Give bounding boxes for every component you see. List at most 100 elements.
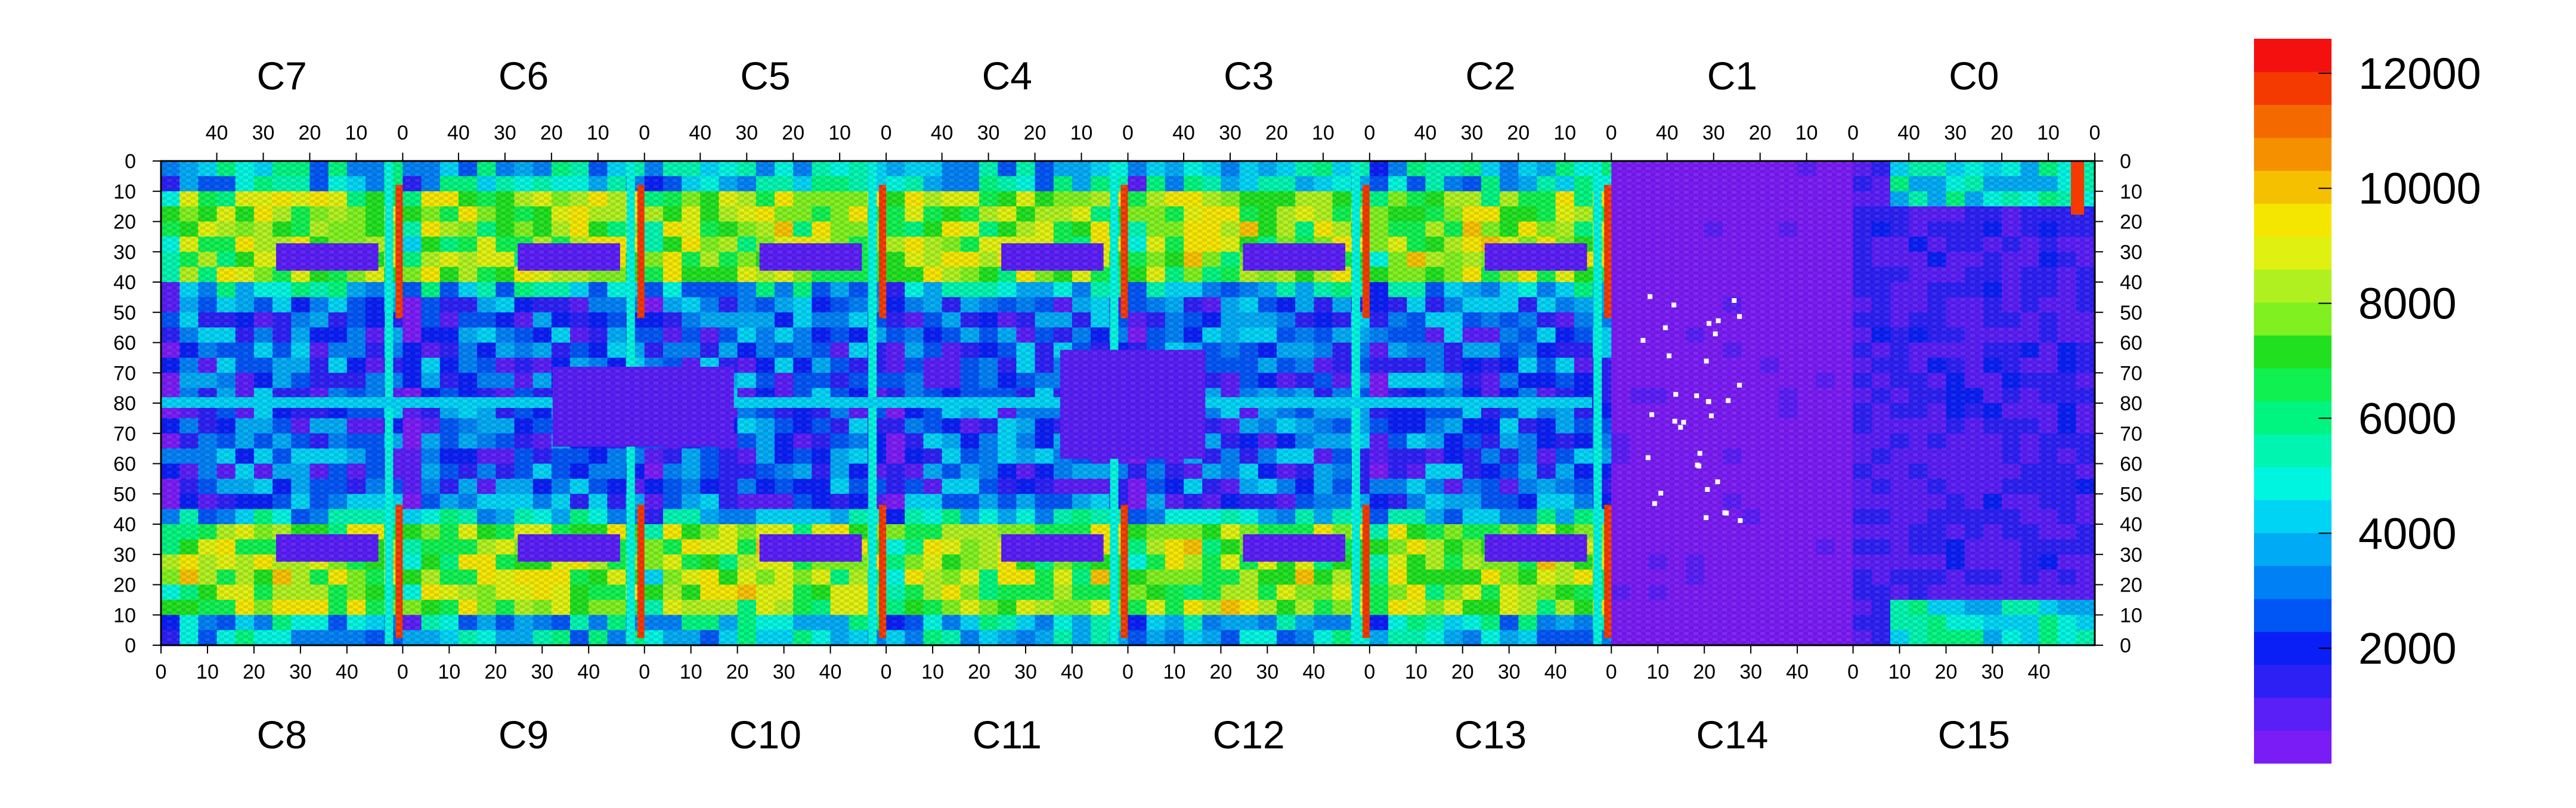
top-tick-label: 10 <box>1312 122 1335 144</box>
colorbar-segment <box>2254 236 2332 270</box>
bottom-tick-label: 30 <box>289 661 312 683</box>
top-tick-label: 30 <box>1702 122 1725 144</box>
colorbar-segment <box>2254 565 2332 599</box>
left-y-tick-label: 40 <box>113 513 136 536</box>
dead-pixel <box>1673 392 1679 397</box>
bottom-tick-label: 0 <box>1606 661 1617 683</box>
top-tick-label: 30 <box>1219 122 1241 144</box>
left-y-tick-label: 10 <box>113 604 136 627</box>
bottom-tick-label: 10 <box>921 661 944 683</box>
left-y-tick-label: 20 <box>113 211 136 234</box>
bottom-tick-label: 30 <box>531 661 553 683</box>
dead-pixel <box>1708 413 1714 419</box>
right-y-tick-label: 60 <box>2120 332 2142 355</box>
bottom-tick-label: 10 <box>1163 661 1186 683</box>
dead-pixel <box>1667 353 1672 358</box>
top-tick-label: 0 <box>881 122 892 144</box>
colorbar-tick-label: 8000 <box>2358 279 2457 329</box>
dead-pixel <box>1648 294 1653 299</box>
top-tick-label: 30 <box>252 122 275 144</box>
bottom-tick-label: 40 <box>819 661 842 683</box>
bottom-tick-label: 20 <box>968 661 990 683</box>
dead-pixel <box>1713 331 1718 336</box>
top-chip-label: C3 <box>1224 54 1274 98</box>
bottom-tick-label: 10 <box>438 661 460 683</box>
bottom-tick-label: 20 <box>1693 661 1716 683</box>
right-y-tick-label: 70 <box>2120 423 2142 445</box>
colorbar-segment <box>2254 434 2332 468</box>
left-y-tick-label: 60 <box>113 453 136 476</box>
bottom-tick-label: 10 <box>1405 661 1428 683</box>
right-y-tick-label: 70 <box>2120 362 2142 385</box>
colorbar-segment <box>2254 269 2332 303</box>
dead-pixel <box>1695 462 1700 468</box>
bottom-tick-label: 40 <box>1302 661 1325 683</box>
right-y-tick-label: 20 <box>2120 574 2142 597</box>
top-tick-label: 10 <box>2037 122 2060 144</box>
bottom-tick-label: 20 <box>726 661 749 683</box>
right-y-tick-label: 20 <box>2120 211 2142 234</box>
left-y-tick-label: 10 <box>113 181 136 203</box>
bottom-tick-label: 40 <box>1786 661 1809 683</box>
dead-pixel <box>1652 501 1657 506</box>
colorbar-segment <box>2254 466 2332 500</box>
right-y-tick-label: 30 <box>2120 544 2142 566</box>
left-y-tick-label: 30 <box>113 241 136 264</box>
bottom-tick-label: 20 <box>243 661 265 683</box>
colorbar-segment <box>2254 302 2332 336</box>
colorbar-segment <box>2254 500 2332 534</box>
left-y-tick-label: 50 <box>113 483 136 506</box>
top-tick-label: 20 <box>1265 122 1288 144</box>
bottom-chip-label: C13 <box>1454 713 1527 757</box>
colorbar-segment <box>2254 697 2332 731</box>
colorbar-segment <box>2254 203 2332 237</box>
bottom-tick-label: 0 <box>397 661 408 683</box>
bottom-chip-label: C14 <box>1696 713 1768 757</box>
bottom-tick-label: 40 <box>577 661 600 683</box>
colorbar-segment <box>2254 664 2332 698</box>
dead-pixel <box>1662 325 1668 330</box>
bottom-tick-label: 30 <box>1498 661 1521 683</box>
dead-pixel <box>1737 382 1742 388</box>
dead-pixel <box>1649 412 1655 417</box>
bottom-tick-label: 10 <box>1646 661 1669 683</box>
dead-pixel <box>1704 358 1709 364</box>
bottom-tick-label: 40 <box>1061 661 1083 683</box>
left-y-tick-label: 30 <box>113 544 136 566</box>
top-tick-label: 40 <box>1656 122 1679 144</box>
colorbar-tick-label: 6000 <box>2358 394 2457 443</box>
left-y-tick-label: 70 <box>113 362 136 385</box>
right-y-tick-label: 0 <box>2120 634 2131 657</box>
bottom-tick-label: 40 <box>336 661 358 683</box>
left-y-tick-label: 0 <box>125 150 136 173</box>
bottom-tick-label: 30 <box>1014 661 1037 683</box>
top-tick-label: 40 <box>206 122 228 144</box>
bottom-tick-label: 30 <box>1739 661 1762 683</box>
colorbar-segment <box>2254 335 2332 369</box>
top-tick-label: 30 <box>1460 122 1483 144</box>
top-chip-label: C4 <box>982 54 1032 98</box>
dead-pixel <box>1694 393 1699 398</box>
top-tick-label: 20 <box>540 122 563 144</box>
top-tick-label: 0 <box>1122 122 1134 144</box>
right-y-tick-label: 10 <box>2120 181 2142 203</box>
bottom-chip-label: C12 <box>1213 713 1285 757</box>
bottom-tick-label: 20 <box>1451 661 1474 683</box>
top-tick-label: 20 <box>1024 122 1046 144</box>
dead-pixel <box>1678 425 1683 430</box>
dead-pixel <box>1715 479 1720 484</box>
top-tick-label: 0 <box>2089 122 2101 144</box>
top-tick-label: 10 <box>345 122 368 144</box>
dead-pixel <box>1671 302 1677 308</box>
top-tick-label: 40 <box>447 122 470 144</box>
top-tick-label: 0 <box>1364 122 1375 144</box>
top-tick-label: 10 <box>1795 122 1818 144</box>
right-y-tick-label: 30 <box>2120 241 2142 264</box>
colorbar-segment <box>2254 533 2332 566</box>
bottom-tick-label: 0 <box>881 661 892 683</box>
top-tick-label: 20 <box>782 122 804 144</box>
top-tick-label: 0 <box>639 122 650 144</box>
bottom-tick-label: 20 <box>1209 661 1232 683</box>
top-tick-label: 30 <box>494 122 516 144</box>
